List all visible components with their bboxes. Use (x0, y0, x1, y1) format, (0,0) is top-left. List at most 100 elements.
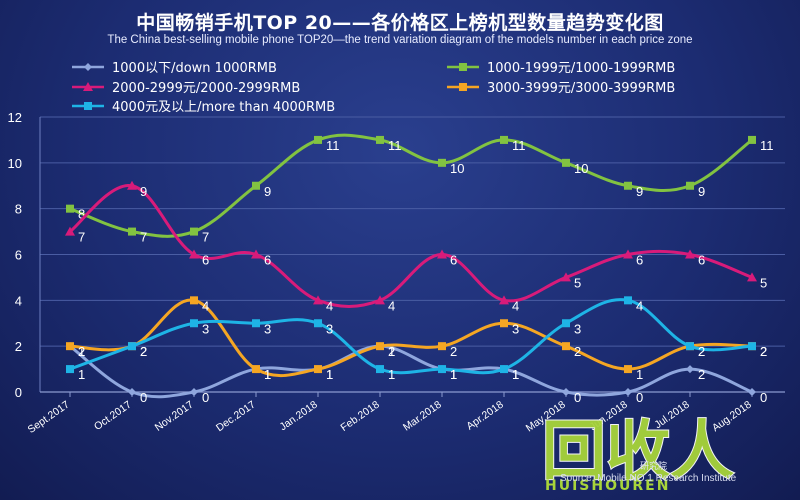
data-label: 2 (574, 344, 581, 359)
data-point (562, 388, 570, 396)
data-point (252, 181, 260, 190)
data-point (748, 342, 756, 351)
data-point (66, 365, 74, 374)
data-point (376, 135, 384, 144)
legend-label: 2000-2999元/2000-2999RMB (112, 81, 300, 96)
legend-label: 4000元及以上/more than 4000RMB (112, 100, 335, 115)
data-label: 6 (698, 253, 705, 268)
data-label: 4 (636, 298, 643, 313)
data-point (748, 388, 756, 396)
legend-label: 1000-1999元/1000-1999RMB (487, 61, 675, 76)
data-label: 9 (698, 184, 705, 199)
legend-swatch-marker (459, 63, 467, 71)
data-label: 0 (202, 390, 209, 405)
data-point (314, 135, 322, 144)
data-label: 1 (636, 367, 643, 382)
data-label: 3 (574, 321, 581, 336)
x-tick-label: Dec.2017 (214, 399, 258, 435)
data-point (686, 365, 694, 374)
data-label: 2 (760, 344, 767, 359)
data-point (747, 272, 757, 282)
data-label: 6 (450, 253, 457, 268)
data-label: 1 (512, 367, 519, 382)
data-point (128, 342, 136, 351)
data-label: 1 (388, 367, 395, 382)
source-note: Source: Mobile NO.1 Research Institute (560, 473, 737, 484)
data-point (65, 226, 75, 236)
x-tick-label: Jan.2018 (277, 399, 319, 434)
data-label: 5 (574, 275, 581, 290)
data-label: 6 (636, 253, 643, 268)
data-point (376, 342, 384, 351)
data-point (252, 319, 260, 328)
data-label: 6 (202, 253, 209, 268)
data-label: 2 (78, 344, 85, 359)
data-label: 2 (140, 344, 147, 359)
data-label: 0 (636, 390, 643, 405)
data-label: 2 (760, 344, 767, 359)
x-tick-label: Mar.2018 (401, 399, 444, 434)
data-label: 5 (760, 275, 767, 290)
chart-subtitle: The China best-selling mobile phone TOP2… (107, 34, 693, 46)
data-label: 1 (78, 344, 85, 359)
data-point (190, 319, 198, 328)
data-label: 2 (450, 344, 457, 359)
x-tick-label: Oct.2017 (92, 399, 134, 433)
data-label: 2 (698, 344, 705, 359)
data-point (376, 365, 384, 374)
data-label: 9 (264, 184, 271, 199)
data-point (66, 342, 74, 351)
data-label: 0 (760, 390, 767, 405)
data-point (128, 227, 136, 236)
data-point (189, 249, 199, 259)
data-label: 6 (264, 253, 271, 268)
data-point (500, 135, 508, 144)
x-tick-label: Feb.2018 (338, 399, 381, 434)
data-label: 9 (636, 184, 643, 199)
data-point (499, 295, 509, 305)
data-point (623, 249, 633, 259)
data-label: 4 (202, 298, 209, 313)
data-point (128, 388, 136, 396)
data-point (562, 342, 570, 351)
data-label: 7 (140, 230, 147, 245)
data-label: 10 (450, 161, 464, 176)
institute-label: 研究院 (640, 462, 668, 472)
data-point (624, 296, 632, 305)
data-point (438, 342, 446, 351)
data-label: 11 (760, 138, 774, 153)
y-tick-label: 4 (15, 293, 22, 308)
data-label: 1 (388, 344, 395, 359)
data-point (748, 135, 756, 144)
data-label: 4 (388, 298, 395, 313)
data-label: 4 (326, 298, 333, 313)
x-tick-label: Sept.2017 (26, 399, 72, 436)
data-point (685, 249, 695, 259)
data-label: 2 (388, 344, 395, 359)
data-label: 7 (78, 230, 85, 245)
data-label: 1 (264, 367, 271, 382)
data-label: 2 (140, 344, 147, 359)
data-label: 7 (202, 230, 209, 245)
data-point (66, 204, 74, 213)
data-label: 8 (78, 207, 85, 222)
x-tick-label: Apr.2018 (464, 399, 505, 433)
data-point (561, 272, 571, 282)
data-label: 3 (512, 321, 519, 336)
series-line (69, 344, 753, 399)
data-point (562, 158, 570, 167)
data-label: 0 (140, 390, 147, 405)
data-point (375, 295, 385, 305)
data-label: 1 (78, 367, 85, 382)
data-point (686, 342, 694, 351)
data-label: 1 (326, 367, 333, 382)
x-tick-label: Nov.2017 (153, 399, 196, 434)
y-tick-label: 2 (15, 339, 22, 354)
logo-glyphs: 回收人 (542, 415, 734, 489)
legend-swatch-marker (459, 83, 467, 91)
chart-title: 中国畅销手机TOP 20——各价格区上榜机型数量趋势变化图 (136, 12, 664, 34)
y-tick-label: 12 (8, 110, 22, 125)
legend-swatch-marker (84, 63, 92, 71)
data-point (624, 365, 632, 374)
